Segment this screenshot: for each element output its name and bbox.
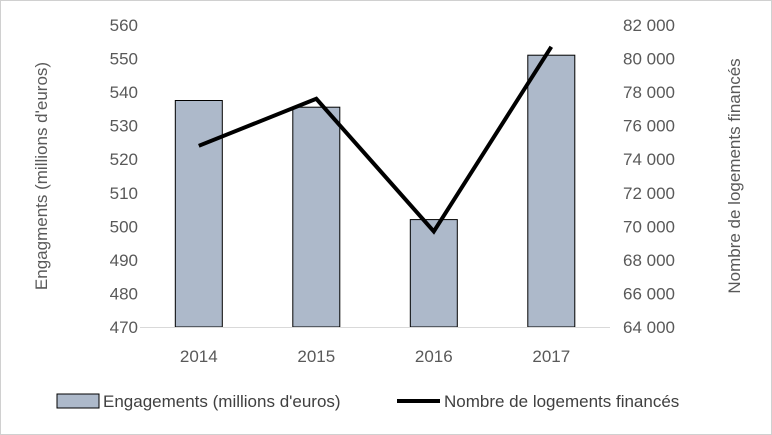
bar-2016 xyxy=(409,219,458,328)
left-tick-label: 470 xyxy=(110,318,138,337)
left-tick-label: 510 xyxy=(110,184,138,203)
left-tick-label: 500 xyxy=(110,217,138,236)
bar-2015 xyxy=(292,106,341,328)
right-tick-label: 70 000 xyxy=(623,217,675,236)
legend-line-label: Nombre de logements financés xyxy=(444,392,679,411)
right-tick-label: 66 000 xyxy=(623,284,675,303)
left-axis-ticks: 470 480 490 500 510 520 530 540 550 560 xyxy=(110,16,138,337)
right-axis-title: Nombre de logements financés xyxy=(725,58,744,293)
left-tick-label: 560 xyxy=(110,16,138,35)
x-axis-ticks: 2014 2015 2016 2017 xyxy=(180,347,570,366)
right-tick-label: 72 000 xyxy=(623,184,675,203)
left-tick-label: 520 xyxy=(110,150,138,169)
right-tick-label: 68 000 xyxy=(623,251,675,270)
left-tick-label: 530 xyxy=(110,117,138,136)
left-tick-label: 480 xyxy=(110,284,138,303)
bar-2017 xyxy=(527,54,576,328)
right-tick-label: 82 000 xyxy=(623,16,675,35)
line-series-group xyxy=(198,45,553,235)
right-axis-ticks: 64 000 66 000 68 000 70 000 72 000 74 000 76 0… xyxy=(623,16,675,337)
x-tick-label: 2016 xyxy=(415,347,453,366)
left-tick-label: 490 xyxy=(110,251,138,270)
left-tick-label: 540 xyxy=(110,83,138,102)
right-tick-label: 74 000 xyxy=(623,150,675,169)
x-tick-label: 2014 xyxy=(180,347,218,366)
legend-bar-label: Engagements (millions d'euros) xyxy=(103,392,341,411)
right-tick-label: 64 000 xyxy=(623,318,675,337)
x-tick-label: 2015 xyxy=(297,347,335,366)
right-tick-label: 76 000 xyxy=(623,117,675,136)
legend: Engagements (millions d'euros) Nombre de… xyxy=(56,392,679,411)
x-tick-label: 2017 xyxy=(532,347,570,366)
left-axis-title: Engagments (millions d'euros) xyxy=(32,62,51,290)
legend-bar-swatch xyxy=(56,393,100,409)
right-tick-label: 80 000 xyxy=(623,50,675,69)
bar-2014 xyxy=(174,100,223,328)
left-tick-label: 550 xyxy=(110,50,138,69)
right-tick-label: 78 000 xyxy=(623,83,675,102)
bar-series-group xyxy=(174,54,576,328)
line-series-logements xyxy=(198,45,553,235)
